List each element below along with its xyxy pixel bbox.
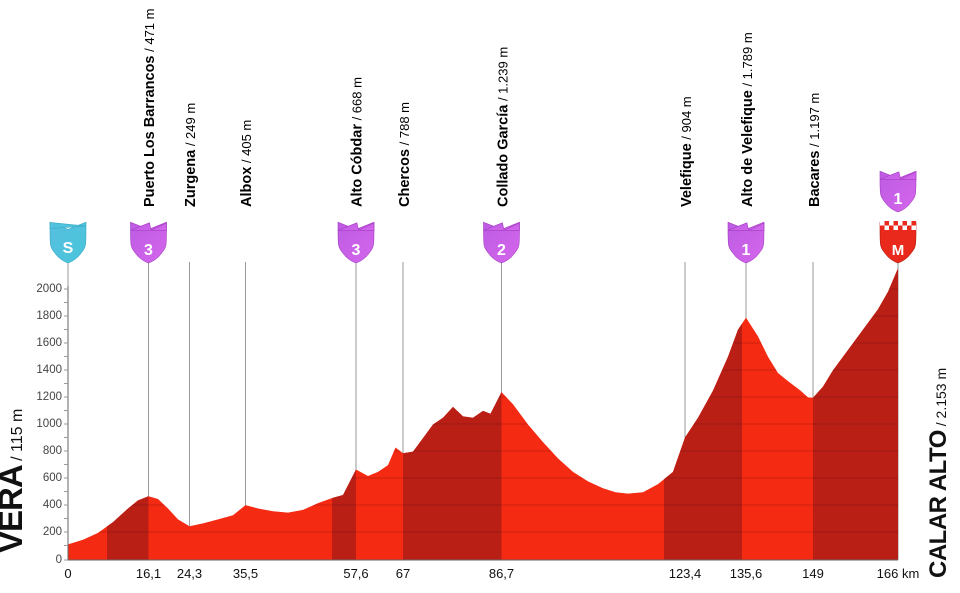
svg-text:123,4: 123,4 (669, 566, 702, 581)
svg-text:CALAR ALTO / 2.153 m: CALAR ALTO / 2.153 m (925, 368, 952, 578)
svg-text:2000: 2000 (36, 283, 62, 295)
svg-text:Puerto Los Barrancos / 471 m: Puerto Los Barrancos / 471 m (142, 9, 158, 207)
svg-text:S: S (63, 240, 74, 257)
svg-text:1800: 1800 (36, 310, 62, 322)
svg-text:67: 67 (396, 566, 410, 581)
svg-text:1: 1 (894, 191, 903, 208)
svg-text:1: 1 (742, 242, 751, 259)
svg-text:86,7: 86,7 (489, 566, 514, 581)
svg-text:200: 200 (43, 526, 62, 538)
svg-text:0: 0 (56, 554, 62, 566)
svg-text:135,6: 135,6 (730, 566, 763, 581)
svg-text:0: 0 (64, 566, 71, 581)
svg-text:3: 3 (352, 242, 361, 259)
svg-text:400: 400 (43, 499, 62, 511)
svg-text:16,1: 16,1 (136, 566, 161, 581)
svg-text:3: 3 (144, 242, 153, 259)
svg-text:600: 600 (43, 472, 62, 484)
svg-text:Chercos / 788 m: Chercos / 788 m (397, 102, 413, 207)
svg-text:166 km: 166 km (877, 566, 920, 581)
svg-text:Albox / 405 m: Albox / 405 m (239, 120, 255, 207)
svg-text:2: 2 (497, 242, 506, 259)
svg-text:Bacares / 1.197 m: Bacares / 1.197 m (807, 93, 823, 207)
svg-text:VERA / 115 m: VERA / 115 m (0, 409, 29, 553)
svg-text:1600: 1600 (36, 337, 62, 349)
svg-text:1000: 1000 (36, 418, 62, 430)
svg-text:800: 800 (43, 445, 62, 457)
svg-text:1400: 1400 (36, 364, 62, 376)
svg-text:Zurgena / 249 m: Zurgena / 249 m (183, 103, 199, 207)
svg-text:Velefique / 904 m: Velefique / 904 m (679, 96, 695, 207)
svg-text:35,5: 35,5 (233, 566, 258, 581)
svg-text:Alto Cóbdar / 668 m: Alto Cóbdar / 668 m (350, 77, 366, 207)
svg-text:57,6: 57,6 (343, 566, 368, 581)
svg-text:24,3: 24,3 (177, 566, 202, 581)
svg-text:Alto de Velefique / 1.789 m: Alto de Velefique / 1.789 m (740, 32, 756, 207)
svg-text:149: 149 (802, 566, 824, 581)
svg-text:M: M (892, 242, 905, 259)
svg-text:Collado García / 1.239 m: Collado García / 1.239 m (496, 47, 512, 207)
svg-text:1200: 1200 (36, 391, 62, 403)
